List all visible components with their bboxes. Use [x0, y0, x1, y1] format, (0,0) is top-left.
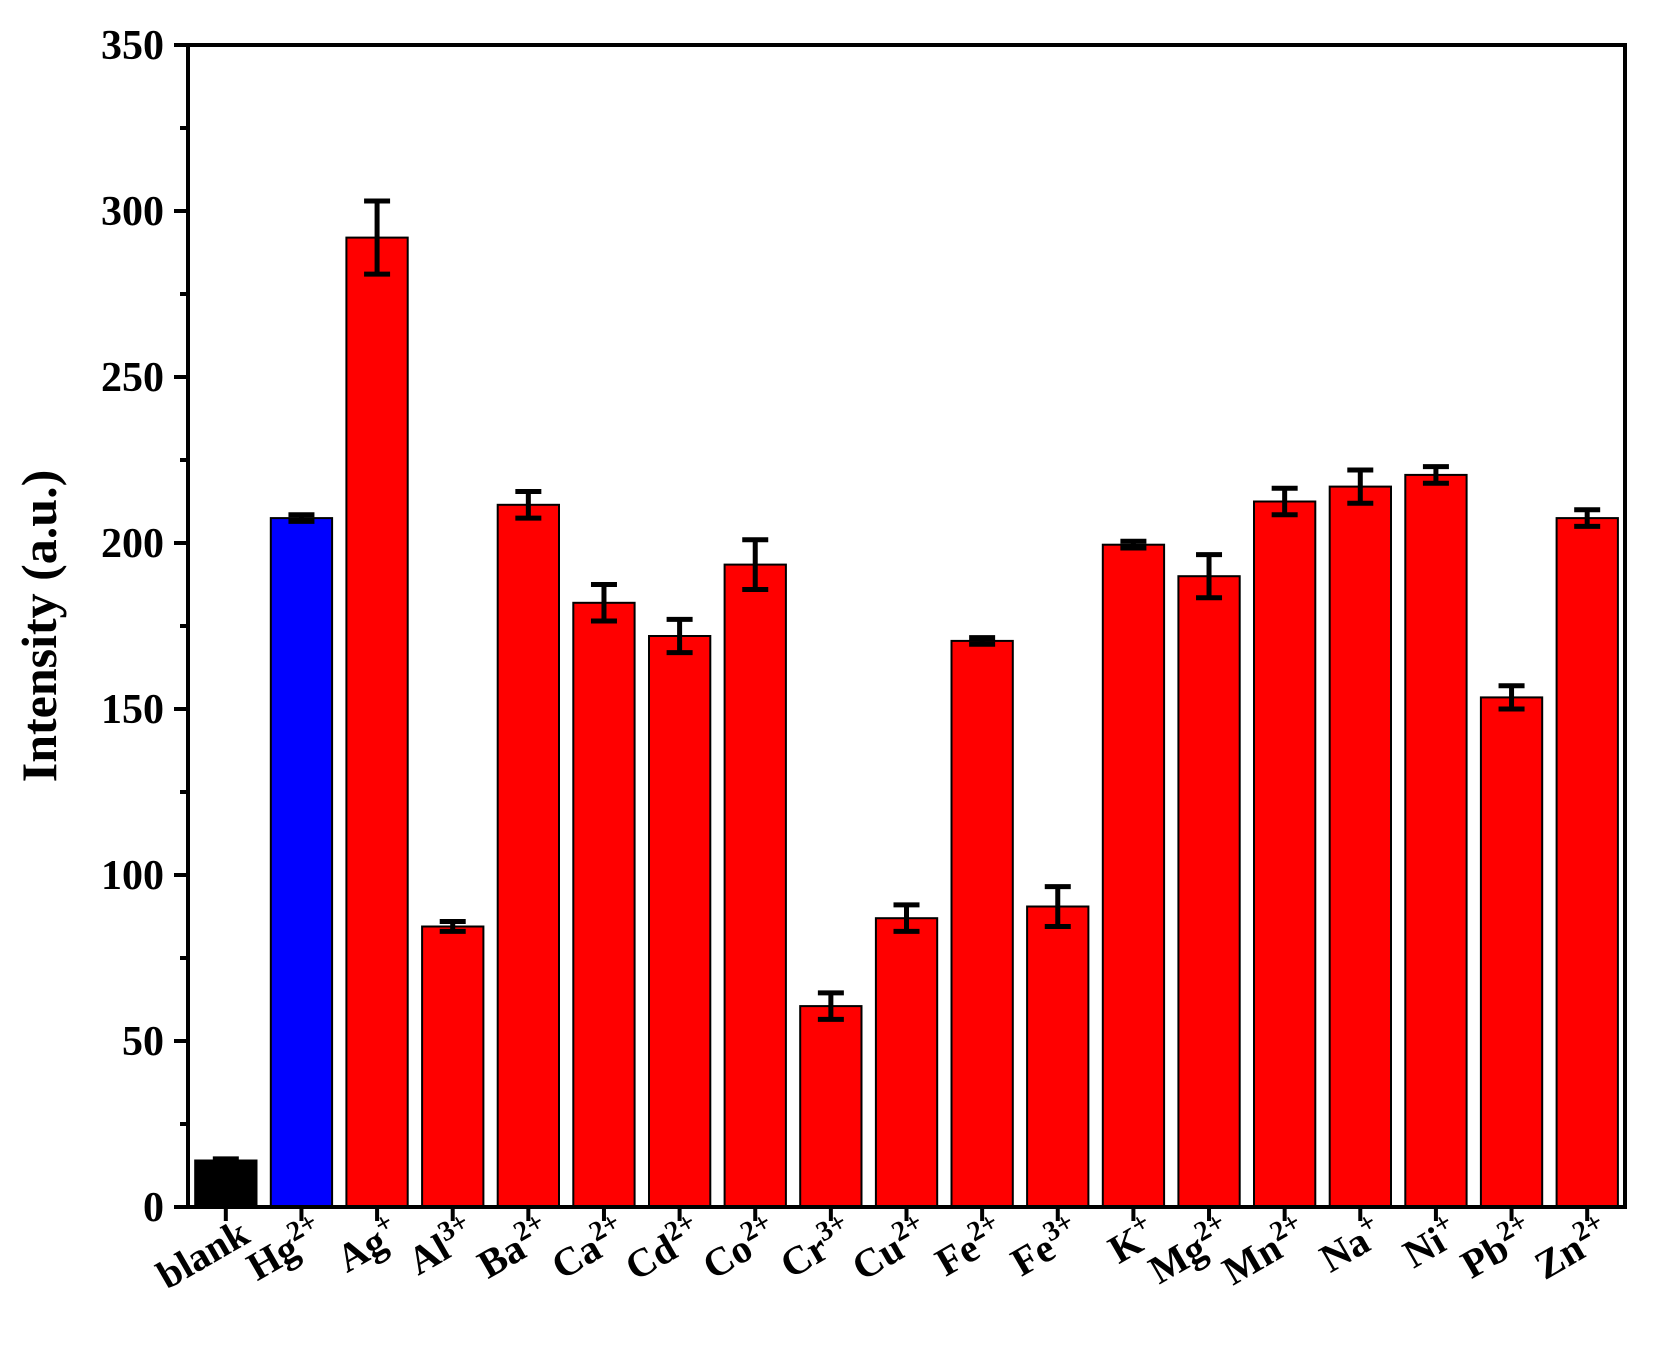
error-bars-group	[212, 198, 1601, 1165]
x-tick-label: Ca2+	[542, 1206, 635, 1288]
error-bar	[1347, 467, 1374, 506]
x-tick-label: Hg2+	[237, 1206, 332, 1289]
bar	[269, 517, 334, 1208]
bar	[1177, 575, 1241, 1208]
bar	[648, 635, 712, 1208]
bar	[1404, 473, 1468, 1208]
error-bar	[1044, 884, 1071, 929]
error-bar	[364, 198, 391, 277]
error-bar	[212, 1156, 239, 1165]
bar	[1026, 905, 1090, 1208]
y-tick-label: 100	[101, 853, 164, 899]
error-bar	[515, 489, 542, 521]
error-bar	[288, 512, 315, 524]
error-bar	[1498, 683, 1525, 712]
bar	[799, 1005, 863, 1208]
bar	[1328, 485, 1392, 1209]
x-tick-label: Al3+	[398, 1206, 483, 1283]
bar	[496, 503, 561, 1208]
y-tick-label: 50	[122, 1019, 164, 1065]
error-bar	[1422, 464, 1449, 486]
bar	[1253, 500, 1317, 1208]
x-tick-label: Fe3+	[1001, 1206, 1088, 1285]
bar	[1101, 543, 1166, 1208]
y-tick-label: 300	[101, 189, 164, 235]
bar	[345, 236, 409, 1209]
bar	[572, 601, 636, 1208]
error-bar	[817, 990, 844, 1022]
error-bar	[1271, 485, 1298, 518]
bar	[723, 563, 787, 1208]
error-bar	[742, 537, 769, 592]
x-tick-label: Na+	[1310, 1206, 1391, 1281]
bar	[1479, 696, 1544, 1209]
x-tick-label: Ni+	[1393, 1206, 1466, 1276]
error-bar	[893, 902, 920, 934]
y-tick-label: 150	[101, 687, 164, 733]
x-tick-label: Mn2+	[1213, 1206, 1315, 1293]
x-tick-label: Pb2+	[1451, 1206, 1542, 1287]
error-bar	[666, 616, 693, 656]
y-tick-label: 0	[143, 1185, 164, 1231]
y-tick-label: 250	[101, 355, 164, 401]
error-bar	[969, 635, 996, 647]
x-tick-label: Ba2+	[468, 1206, 559, 1287]
bar	[950, 639, 1014, 1208]
y-axis: 0 50 100 150 200 250 300 350	[101, 23, 188, 1231]
bar	[194, 1159, 258, 1208]
x-tick-label: Cr3+	[771, 1206, 862, 1287]
x-tick-label: Fe2+	[926, 1206, 1013, 1285]
error-bar	[590, 582, 617, 624]
x-tick-label: Cu2+	[842, 1206, 937, 1289]
error-bar	[1120, 538, 1147, 551]
bar	[421, 925, 485, 1208]
y-axis-label: Intensity (a.u.)	[11, 470, 67, 783]
error-bar	[1196, 552, 1223, 601]
y-tick-label: 350	[101, 23, 164, 69]
bar	[1555, 517, 1619, 1208]
x-tick-label: Co2+	[693, 1206, 786, 1288]
x-tick-label: Zn2+	[1525, 1206, 1618, 1288]
error-bar	[1574, 507, 1601, 529]
error-bar	[439, 919, 466, 934]
x-tick-label: Ag+	[327, 1206, 408, 1281]
bars-group	[194, 236, 1619, 1209]
y-tick-label: 200	[101, 521, 164, 567]
bar	[874, 917, 939, 1208]
